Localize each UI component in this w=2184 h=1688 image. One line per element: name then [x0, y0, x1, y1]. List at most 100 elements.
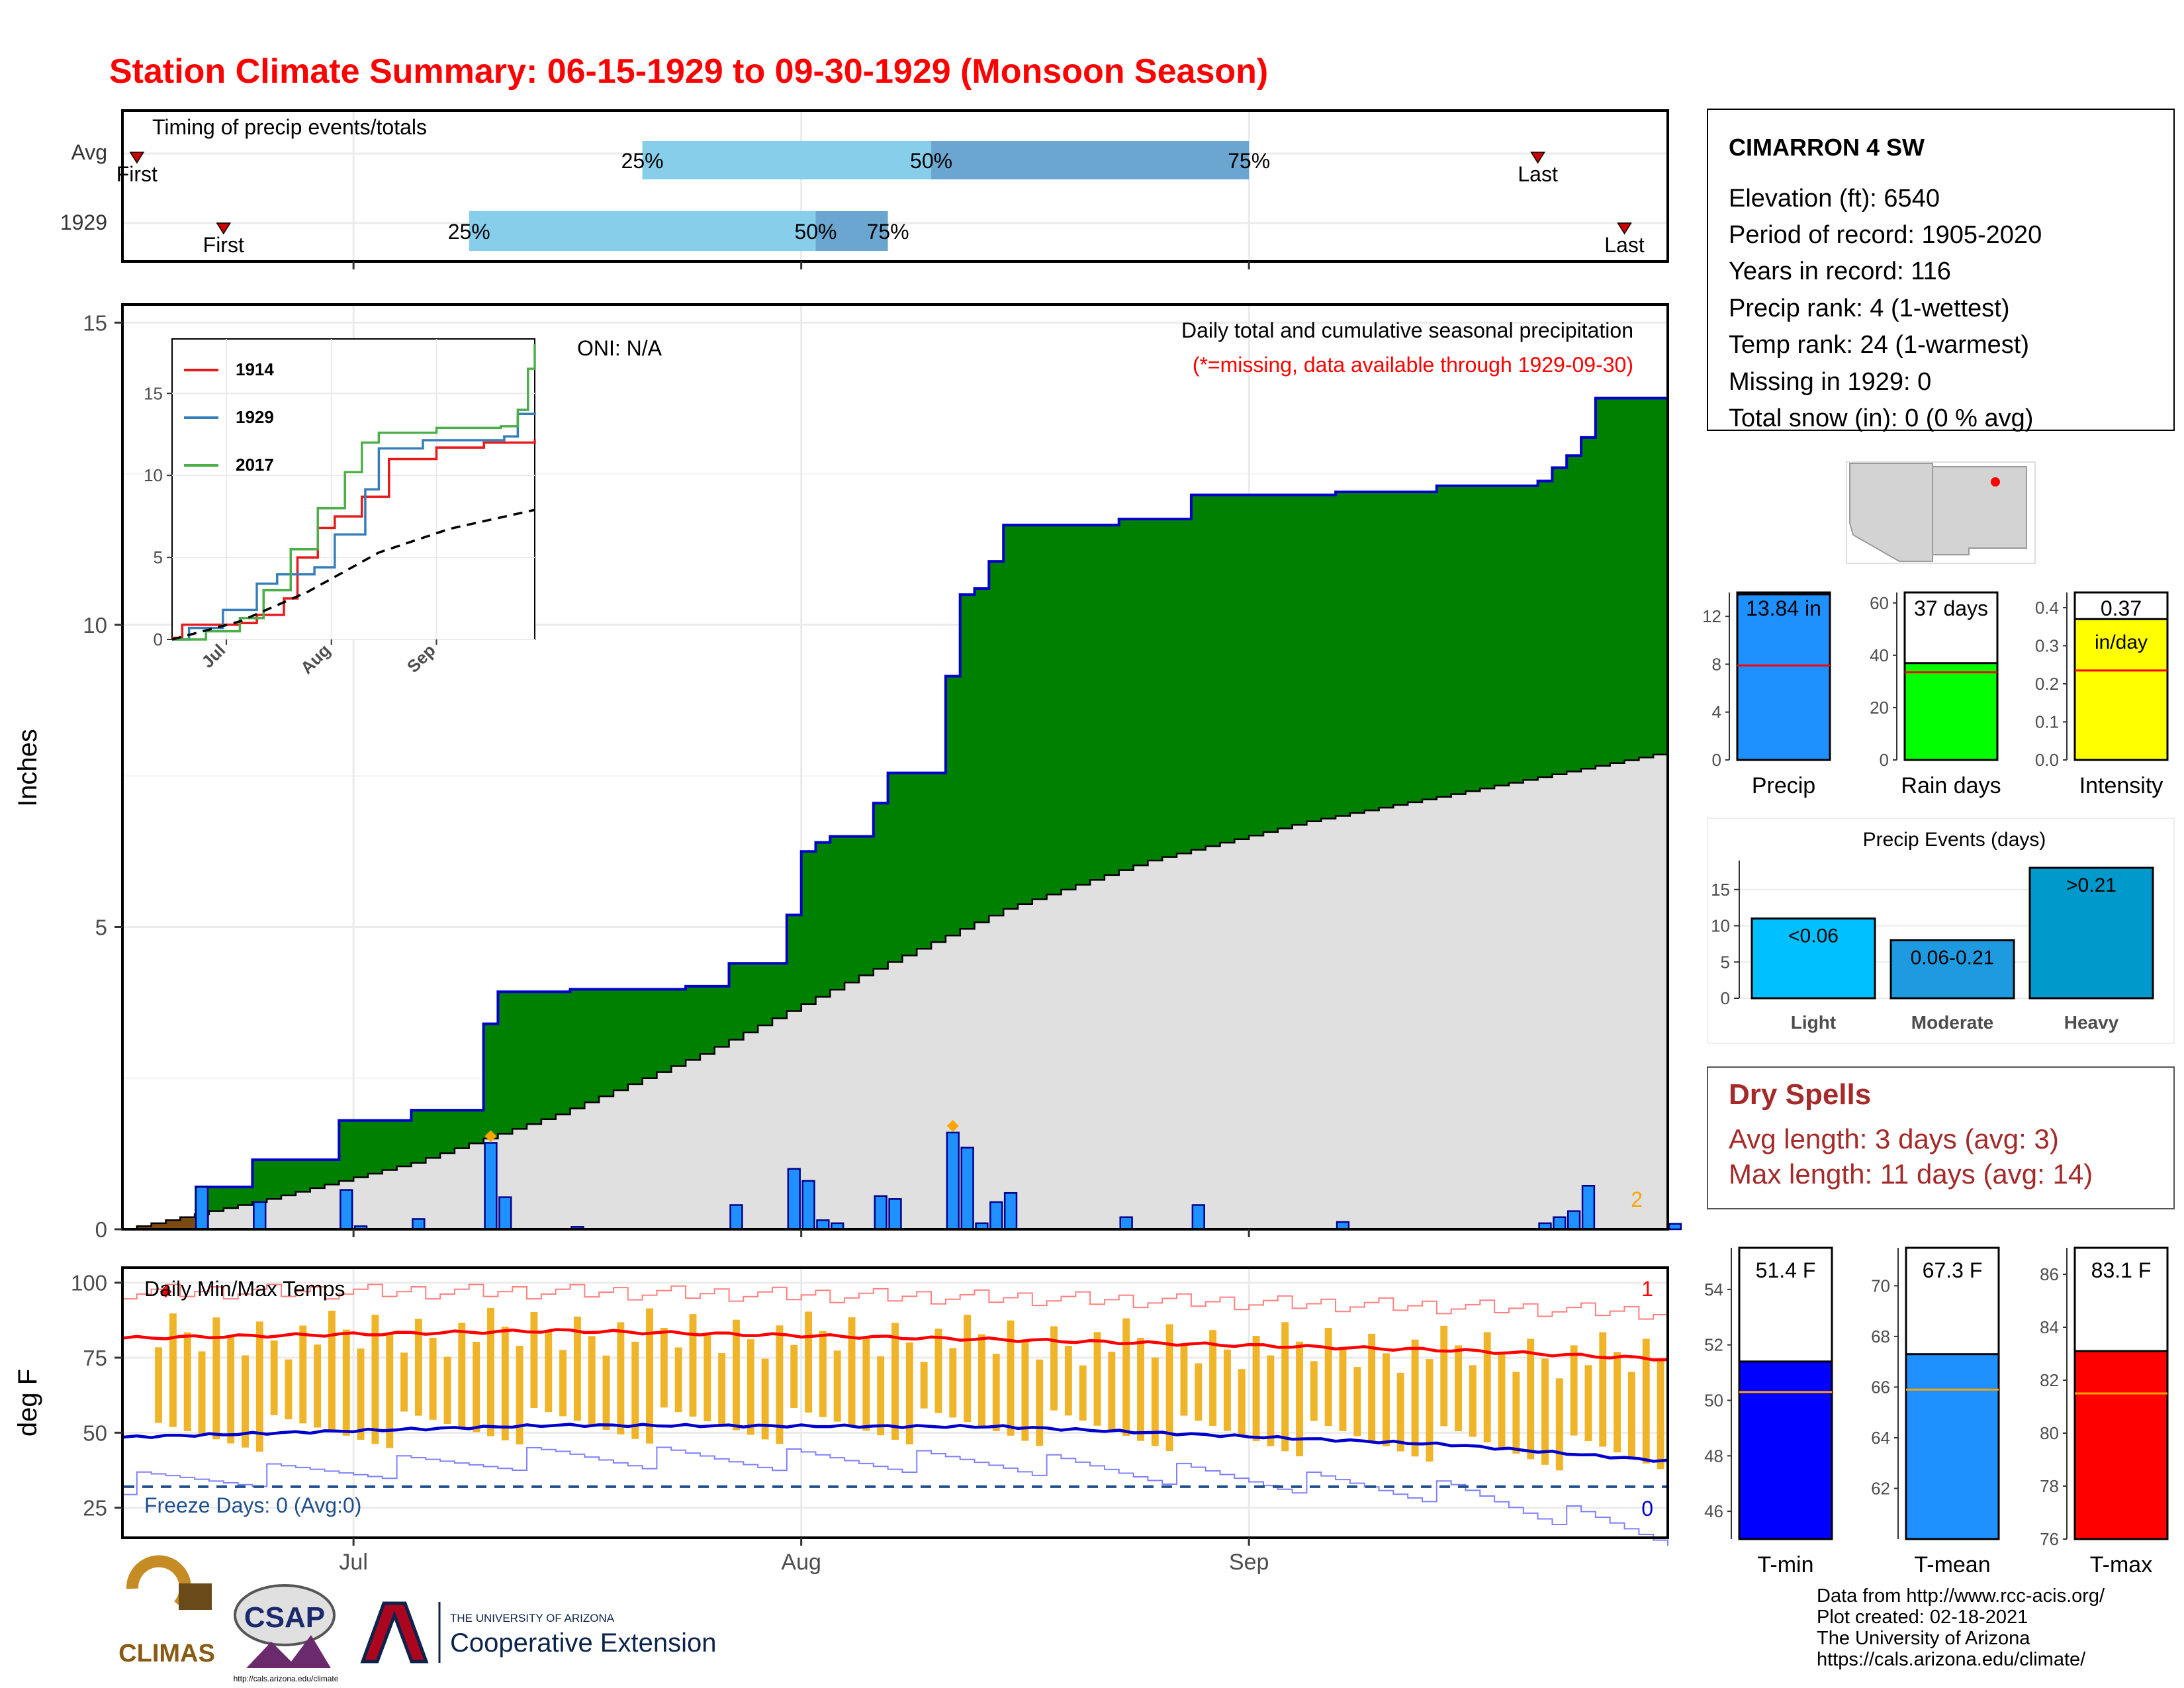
temp-summary-value: 83.1 F [2091, 1258, 2152, 1282]
daily-temp-bar [1541, 1358, 1549, 1465]
summary-bar-tick-label: 40 [1870, 645, 1889, 665]
daily-temp-bar [1483, 1332, 1491, 1442]
timing-rows: 25% 50% 75% First Last 25% 50% 75% First Last [116, 141, 1709, 258]
daily-temp-bar [328, 1310, 336, 1432]
events-category-label: Heavy [2064, 1012, 2119, 1033]
timing-q50-q75-bar [815, 211, 888, 251]
daily-temp-bar [530, 1311, 538, 1409]
locator-map [1846, 461, 2036, 564]
daily-temp-bar [934, 1329, 942, 1413]
record-max-marker [159, 1286, 172, 1298]
timing-p75-label: 75% [1228, 149, 1270, 173]
daily-temp-bar [1079, 1365, 1087, 1421]
dry-spells: Dry Spells Avg length: 3 days (avg: 3) M… [1707, 1066, 2175, 1209]
daily-precip-bar [1581, 1185, 1596, 1231]
timing-title: Timing of precip events/totals [152, 115, 427, 139]
precip-area [122, 393, 1669, 1231]
daily-precip-bar [498, 1196, 512, 1231]
station-name: CIMARRON 4 SW [1729, 134, 1925, 161]
temp-summary-tick-label: 82 [2040, 1370, 2059, 1390]
timing-p50-label: 50% [794, 220, 837, 244]
daily-precip-bar [1553, 1216, 1567, 1231]
daily-temp-bar [1584, 1365, 1592, 1442]
daily-temp-bar [848, 1317, 856, 1427]
daily-temp-bar [1368, 1333, 1376, 1442]
daily-temp-bar [862, 1336, 870, 1431]
daily-temp-bar [1021, 1340, 1029, 1441]
average-precip-area [122, 751, 1668, 1229]
daily-temp-bar [1599, 1332, 1607, 1447]
precip-events: Precip Events (days) 0 5 10 15 <0.06 Light 0.0… [1707, 818, 2175, 1044]
station-box: CIMARRON 4 SW Elevation (ft): 6540 Perio… [1707, 109, 2175, 432]
max-precip-marker [484, 1130, 497, 1143]
daily-temp-bar [1527, 1338, 1535, 1460]
timing-q25-q50-bar [469, 211, 816, 251]
events-bar-heavy [2028, 867, 2154, 1000]
temp-summary-label: T-min [1758, 1552, 1814, 1577]
temp-summary-bar-t-min [1738, 1360, 1833, 1540]
daily-precip-bar [801, 1180, 815, 1231]
summary-bar-precip [1736, 593, 1831, 761]
daily-temp-bar [473, 1341, 480, 1432]
temp-summary-tick-label: 66 [1871, 1377, 1890, 1397]
daily-precip-bar [989, 1201, 1003, 1231]
station-temp-rank: Temp rank: 24 (1-warmest) [1729, 331, 2029, 359]
temp-y-label: deg F [13, 1369, 42, 1436]
daily-temp-bar [718, 1353, 726, 1426]
daily-temp-bar [1411, 1339, 1419, 1457]
record-max-count: 1 [1641, 1277, 1653, 1301]
avg-tmin-line [122, 1423, 1668, 1463]
ua-a-mark [360, 1601, 429, 1664]
timing-row-label-1929: 1929 [60, 211, 107, 234]
daily-temp-bar [704, 1333, 711, 1421]
temp-summary-tick-label: 46 [1704, 1501, 1723, 1521]
dry-spells-avg: Avg length: 3 days (avg: 3) [1729, 1123, 2059, 1154]
daily-temp-bar [833, 1350, 841, 1422]
daily-temp-bar [1512, 1372, 1520, 1454]
credit-univ: The University of Arizona [1817, 1628, 2030, 1649]
daily-temp-bar [732, 1319, 740, 1430]
inset-frame [171, 338, 535, 640]
inset-y-tick-label: 0 [154, 630, 163, 649]
daily-temp-bar [169, 1313, 177, 1427]
daily-temp-bar [227, 1336, 235, 1444]
climas-logo: CLIMAS [118, 1555, 215, 1667]
daily-temp-bar [602, 1355, 610, 1430]
timing-last-label: Last [1518, 162, 1558, 186]
daily-precip-bar [412, 1218, 426, 1231]
dry-spells-title: Dry Spells [1729, 1078, 1871, 1111]
dry-spells-max: Max length: 11 days (avg: 14) [1729, 1158, 2093, 1190]
ua-logo: THE UNIVERSITY OF ARIZONA Cooperative Ex… [360, 1601, 716, 1664]
temp-summary-tick-label: 84 [2040, 1317, 2059, 1337]
daily-temp-bar [1555, 1378, 1563, 1471]
summary-bars: 13.84 in 0 4 8 12 Precip 37 days 0 20 40 60 Rain da… [1702, 591, 2169, 798]
temp-summary-value: 51.4 F [1756, 1258, 1816, 1282]
credits: Data from http://www.rcc-acis.org/ Plot … [1817, 1585, 2105, 1670]
credit-url: https://cals.arizona.edu/climate/ [1817, 1649, 2086, 1670]
daily-temp-bar [1296, 1341, 1303, 1457]
daily-temp-bar [1440, 1325, 1448, 1427]
record-min-line [122, 1446, 1668, 1546]
summary-bar-tick-label: 0.3 [2035, 636, 2059, 656]
daily-temp-bar [891, 1323, 899, 1440]
daily-temp-bar [545, 1331, 553, 1413]
csap-mountains [246, 1635, 331, 1668]
timing-row-label-avg: Avg [71, 140, 107, 164]
summary-bar-unit: in/day [2095, 632, 2148, 653]
daily-temp-bar [1281, 1322, 1289, 1452]
daily-temp-bar [1007, 1320, 1015, 1436]
avg-tmax-line [122, 1328, 1668, 1362]
daily-temp-bar [776, 1325, 784, 1444]
daily-temp-bar [270, 1340, 278, 1415]
daily-temp-bar [1122, 1318, 1130, 1436]
temp-y-tick-label: 75 [83, 1346, 107, 1370]
daily-temp-bar [588, 1336, 596, 1426]
daily-temp-bar [285, 1359, 293, 1420]
summary-bar-intensity [2073, 618, 2169, 761]
daily-temp-bar [1137, 1338, 1144, 1441]
daily-precip-bar [1567, 1210, 1581, 1231]
csap-wordmark: CSAP [244, 1601, 325, 1634]
record-max-line [122, 1284, 1668, 1320]
x-tick-label: Aug [781, 1550, 821, 1575]
